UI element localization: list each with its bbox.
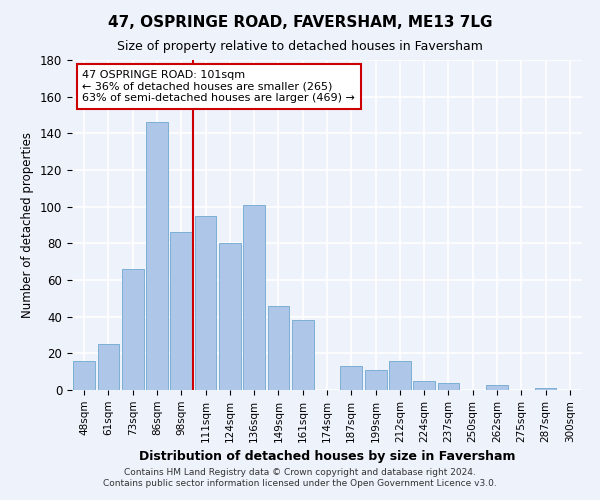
Text: 47, OSPRINGE ROAD, FAVERSHAM, ME13 7LG: 47, OSPRINGE ROAD, FAVERSHAM, ME13 7LG [108, 15, 492, 30]
Bar [413, 381, 435, 390]
Bar [97, 344, 119, 390]
Bar [365, 370, 386, 390]
Y-axis label: Number of detached properties: Number of detached properties [22, 132, 34, 318]
Bar [292, 320, 314, 390]
Bar [389, 360, 411, 390]
Bar [170, 232, 192, 390]
Bar [268, 306, 289, 390]
Bar [146, 122, 168, 390]
Text: 47 OSPRINGE ROAD: 101sqm
← 36% of detached houses are smaller (265)
63% of semi-: 47 OSPRINGE ROAD: 101sqm ← 36% of detach… [82, 70, 355, 103]
Bar [437, 382, 460, 390]
Bar [243, 205, 265, 390]
Bar [486, 384, 508, 390]
Bar [122, 269, 143, 390]
Bar [73, 360, 95, 390]
Text: Size of property relative to detached houses in Faversham: Size of property relative to detached ho… [117, 40, 483, 53]
Bar [535, 388, 556, 390]
X-axis label: Distribution of detached houses by size in Faversham: Distribution of detached houses by size … [139, 450, 515, 463]
Bar [194, 216, 217, 390]
Text: Contains HM Land Registry data © Crown copyright and database right 2024.
Contai: Contains HM Land Registry data © Crown c… [103, 468, 497, 487]
Bar [219, 244, 241, 390]
Bar [340, 366, 362, 390]
